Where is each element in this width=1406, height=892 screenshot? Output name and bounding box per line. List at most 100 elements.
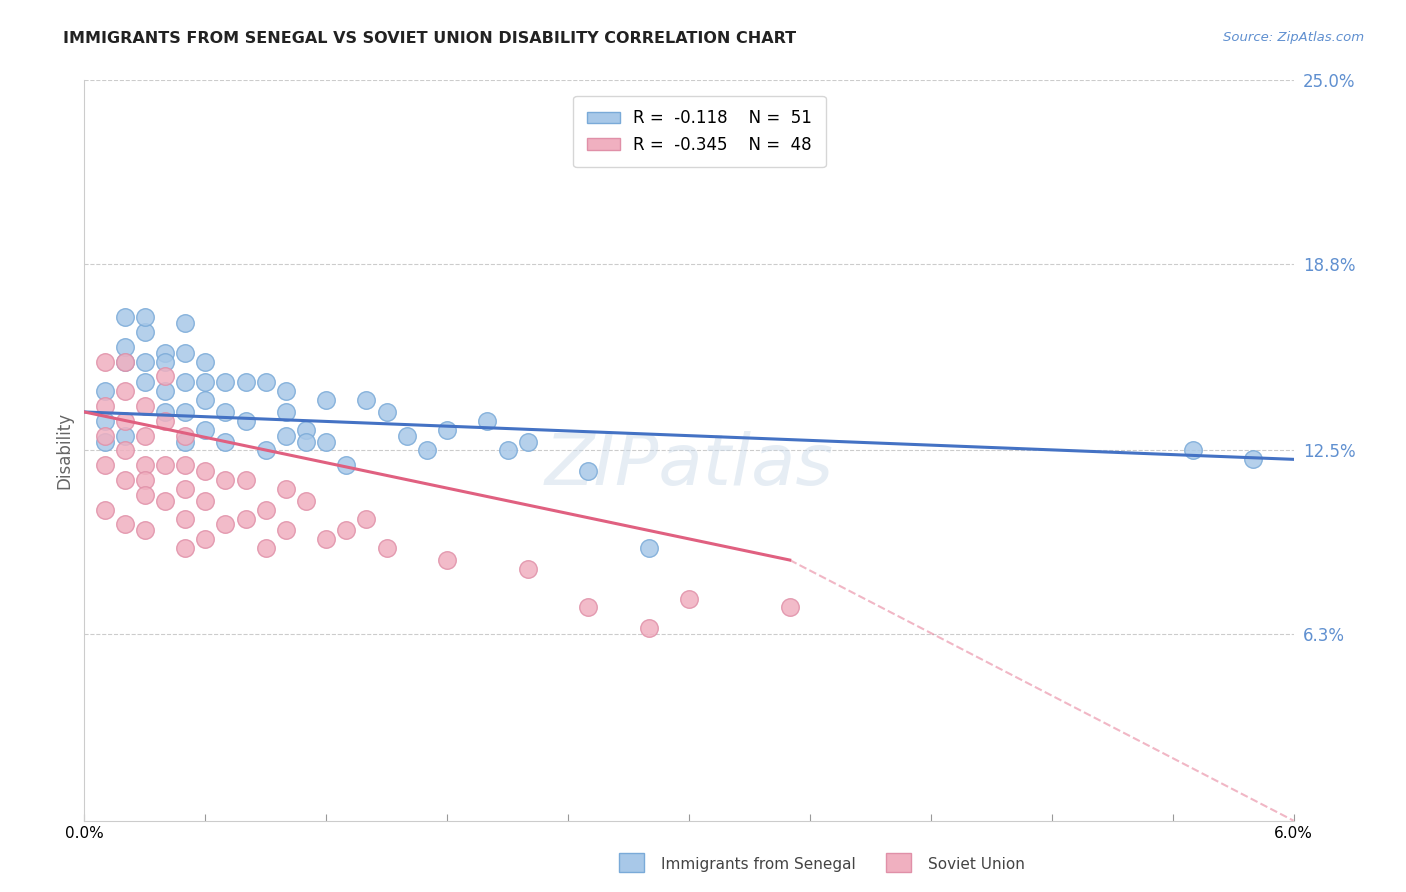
Point [93,434,115,449]
Point [134,473,156,487]
Point [93,428,115,442]
Point [678,591,700,606]
Point [516,562,538,576]
Point [274,384,297,399]
Point [114,517,136,532]
Point [335,524,357,538]
Point [153,369,176,384]
Point [93,384,115,399]
Point [295,493,318,508]
Point [174,428,197,442]
Point [194,423,217,437]
Point [114,354,136,368]
Point [235,473,257,487]
Point [174,511,197,525]
Point [496,443,519,458]
Point [436,423,458,437]
Point [254,376,277,390]
Point [315,393,337,408]
Point [93,399,115,413]
Point [134,325,156,339]
Point [114,354,136,368]
Point [194,393,217,408]
Point [235,511,257,525]
Point [214,473,236,487]
Point [114,384,136,399]
Point [153,405,176,419]
Point [174,434,197,449]
Point [274,405,297,419]
Point [356,393,378,408]
Point [477,414,499,428]
Point [134,428,156,442]
Text: IMMIGRANTS FROM SENEGAL VS SOVIET UNION DISABILITY CORRELATION CHART: IMMIGRANTS FROM SENEGAL VS SOVIET UNION … [63,31,796,46]
Point [174,405,197,419]
Point [134,488,156,502]
Point [375,405,398,419]
Point [274,524,297,538]
Point [214,434,236,449]
Point [134,310,156,325]
Point [153,493,176,508]
Point [576,600,599,615]
Point [315,533,337,547]
Point [114,310,136,325]
Point [153,458,176,473]
Point [174,316,197,330]
Point [174,376,197,390]
Point [93,502,115,516]
Point [395,428,418,442]
Point [134,399,156,413]
Point [134,524,156,538]
Point [194,354,217,368]
Point [375,541,398,556]
Point [274,428,297,442]
Point [153,354,176,368]
Point [174,482,197,496]
Point [516,434,538,449]
Point [254,443,277,458]
Point [214,517,236,532]
Point [93,458,115,473]
Point [416,443,439,458]
Point [194,533,217,547]
Point [274,482,297,496]
Point [114,414,136,428]
Text: Immigrants from Senegal: Immigrants from Senegal [661,857,856,872]
Point [637,541,659,556]
Point [214,405,236,419]
Point [254,541,277,556]
Point [114,428,136,442]
Point [174,458,197,473]
Point [779,600,801,615]
Point [153,345,176,359]
Legend: R =  -0.118    N =  51, R =  -0.345    N =  48: R = -0.118 N = 51, R = -0.345 N = 48 [574,96,825,167]
Point [174,345,197,359]
Point [114,340,136,354]
Point [335,458,357,473]
Point [194,376,217,390]
Point [295,434,318,449]
Point [153,384,176,399]
Text: ZIPatlas: ZIPatlas [544,431,834,500]
Y-axis label: Disability: Disability [55,412,73,489]
Point [93,354,115,368]
Point [295,423,318,437]
Point [214,376,236,390]
Point [93,414,115,428]
Point [637,621,659,635]
Point [356,511,378,525]
Point [576,464,599,478]
Point [134,458,156,473]
Point [235,376,257,390]
Point [153,414,176,428]
Point [1241,452,1264,467]
Point [114,473,136,487]
Point [114,443,136,458]
Text: Soviet Union: Soviet Union [928,857,1025,872]
Point [194,464,217,478]
Point [254,502,277,516]
Point [315,434,337,449]
Point [235,414,257,428]
Point [436,553,458,567]
